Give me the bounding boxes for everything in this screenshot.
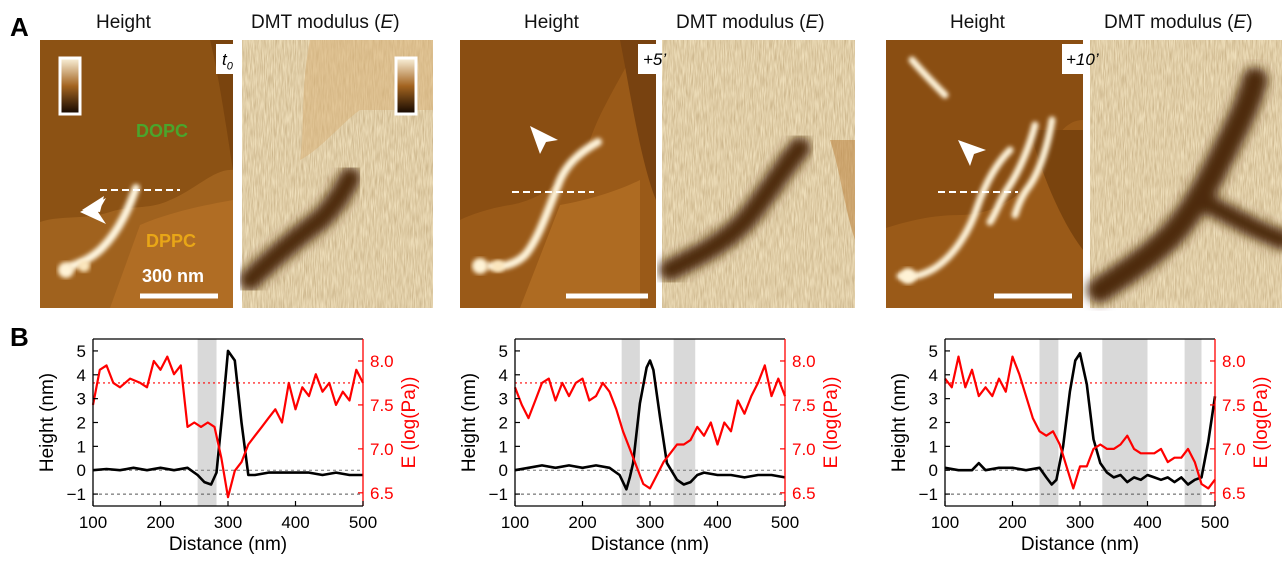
y-left-axis-label: Height (nm) <box>889 373 910 472</box>
x-tick-label: 200 <box>146 513 174 532</box>
y-right-tick-label: 7.0 <box>370 440 394 459</box>
y-left-tick-label: −1 <box>67 485 86 504</box>
x-tick-label: 200 <box>998 513 1026 532</box>
modulus-image-10min <box>394 40 1282 308</box>
y-right-tick-label: 8.0 <box>1222 352 1246 371</box>
height-heading-3: Height <box>950 12 1005 33</box>
y-left-tick-label: 5 <box>929 342 938 361</box>
y-right-tick-label: 6.5 <box>792 484 816 503</box>
y-right-axis-label: E (log(Pa)) <box>821 377 842 469</box>
y-left-axis-label: Height (nm) <box>37 373 58 472</box>
y-right-tick-label: 6.5 <box>1222 484 1246 503</box>
y-left-tick-label: 3 <box>499 390 508 409</box>
x-axis-label: Distance (nm) <box>591 534 709 555</box>
dopc-label: DOPC <box>136 121 189 141</box>
x-tick-label: 100 <box>931 513 959 532</box>
y-right-tick-label: 8.0 <box>370 352 394 371</box>
y-left-tick-label: 5 <box>77 342 86 361</box>
x-tick-label: 400 <box>281 513 309 532</box>
y-left-tick-label: 4 <box>499 366 508 385</box>
height-image-10min <box>886 40 1110 308</box>
y-left-tick-label: 3 <box>77 390 86 409</box>
height-series-line <box>92 349 363 486</box>
y-left-tick-label: 2 <box>929 414 938 433</box>
modulus-image-5min <box>659 40 855 308</box>
x-tick-label: 300 <box>1066 513 1094 532</box>
y-right-tick-label: 7.5 <box>1222 396 1246 415</box>
x-tick-label: 300 <box>636 513 664 532</box>
x-axis-label: Distance (nm) <box>169 534 287 555</box>
x-tick-label: 500 <box>349 513 377 532</box>
x-tick-label: 100 <box>501 513 529 532</box>
x-tick-label: 500 <box>1201 513 1229 532</box>
y-left-tick-label: 2 <box>77 414 86 433</box>
panel-letter-b: B <box>10 322 29 352</box>
afm-images <box>40 40 1282 308</box>
highlight-band <box>673 339 696 506</box>
y-left-axis-label: Height (nm) <box>459 373 480 472</box>
y-left-tick-label: 1 <box>499 437 508 456</box>
profile-chart-2: 100 200 300 400 500 −1 0 1 2 3 4 5 6.5 7.0 7.5 8.0 Dista… <box>459 338 842 555</box>
x-tick-label: 100 <box>79 513 107 532</box>
y-right-tick-label: 7.5 <box>370 396 394 415</box>
y-left-tick-label: 2 <box>499 414 508 433</box>
y-left-tick-label: 5 <box>499 342 508 361</box>
modulus-series-line <box>944 355 1216 490</box>
highlight-band <box>1039 339 1059 506</box>
scale-bar-label: 300 nm <box>142 266 205 286</box>
height-series-line <box>514 359 786 491</box>
modulus-heading-1: DMT modulus (E) <box>251 12 400 33</box>
modulus-heading-2: DMT modulus (E) <box>676 12 825 33</box>
height-image-5min <box>460 40 678 308</box>
x-tick-label: 500 <box>771 513 799 532</box>
height-image-t0 <box>40 40 246 308</box>
x-tick-label: 400 <box>1133 513 1161 532</box>
dppc-label: DPPC <box>146 231 197 251</box>
modulus-series-line <box>513 364 787 490</box>
y-left-tick-label: 0 <box>77 461 86 480</box>
y-left-tick-label: −1 <box>919 485 938 504</box>
y-right-tick-label: 7.0 <box>1222 440 1246 459</box>
modulus-series-line <box>91 355 364 499</box>
y-right-tick-label: 8.0 <box>792 352 816 371</box>
profile-chart-1: 100 200 300 400 500 −1 0 1 2 3 4 5 6.5 7.0 7.5 8.0 Dista… <box>37 338 420 555</box>
x-tick-label: 200 <box>568 513 596 532</box>
y-left-tick-label: 0 <box>499 461 508 480</box>
y-left-tick-label: 4 <box>929 366 938 385</box>
y-left-tick-label: 3 <box>929 390 938 409</box>
y-right-tick-label: 6.5 <box>370 484 394 503</box>
profile-chart-3: 100 200 300 400 500 −1 0 1 2 3 4 5 6.5 7.0 7.5 8.0 Dista… <box>889 338 1272 555</box>
y-left-tick-label: 1 <box>77 437 86 456</box>
y-right-tick-label: 7.5 <box>792 396 816 415</box>
time-label-5min: +5’ <box>643 50 667 69</box>
time-label-10min: +10’ <box>1066 50 1099 69</box>
y-left-tick-label: 4 <box>77 366 86 385</box>
y-left-tick-label: 1 <box>929 437 938 456</box>
x-axis-label: Distance (nm) <box>1021 534 1139 555</box>
y-left-tick-label: 0 <box>929 461 938 480</box>
time-label-t0: t0 <box>222 50 233 73</box>
height-heading-1: Height <box>96 12 151 33</box>
y-right-tick-label: 7.0 <box>792 440 816 459</box>
highlight-band <box>1184 339 1202 506</box>
y-right-axis-label: E (log(Pa)) <box>1251 377 1272 469</box>
y-left-tick-label: −1 <box>489 485 508 504</box>
x-tick-label: 400 <box>703 513 731 532</box>
modulus-heading-3: DMT modulus (E) <box>1104 12 1253 33</box>
x-tick-label: 300 <box>214 513 242 532</box>
panel-letter-a: A <box>10 12 29 42</box>
height-series-line <box>944 351 1217 486</box>
y-right-axis-label: E (log(Pa)) <box>399 377 420 469</box>
height-heading-2: Height <box>524 12 579 33</box>
